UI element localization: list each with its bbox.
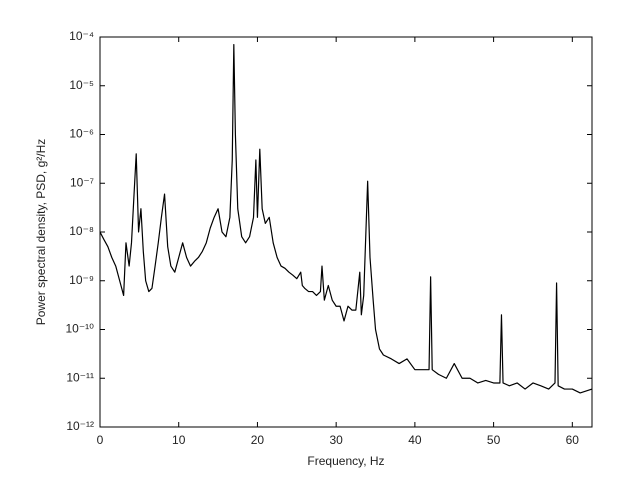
x-tick-label: 10 xyxy=(172,433,186,447)
x-tick-label: 60 xyxy=(566,433,580,447)
plot-frame xyxy=(99,36,593,428)
y-tick-label: 10⁻⁹ xyxy=(69,273,94,287)
y-tick-label: 10⁻¹⁰ xyxy=(66,322,95,336)
y-axis-label: Power spectral density, PSD, g²/Hz xyxy=(34,139,48,326)
y-tick-label: 10⁻⁶ xyxy=(69,127,94,141)
y-tick-label: 10⁻⁴ xyxy=(69,29,94,43)
x-tick-label: 0 xyxy=(97,433,104,447)
x-tick-label: 40 xyxy=(408,433,422,447)
x-tick-label: 20 xyxy=(251,433,265,447)
y-tick-label: 10⁻⁵ xyxy=(69,78,94,92)
y-tick-label: 10⁻¹¹ xyxy=(66,370,94,384)
x-tick-label: 30 xyxy=(329,433,343,447)
y-tick-label: 10⁻⁸ xyxy=(69,224,94,238)
x-tick-label: 50 xyxy=(487,433,501,447)
x-axis-label: Frequency, Hz xyxy=(307,454,384,468)
y-tick-label: 10⁻⁷ xyxy=(70,175,94,189)
psd-line xyxy=(99,43,593,394)
y-tick-label: 10⁻¹² xyxy=(66,419,94,433)
